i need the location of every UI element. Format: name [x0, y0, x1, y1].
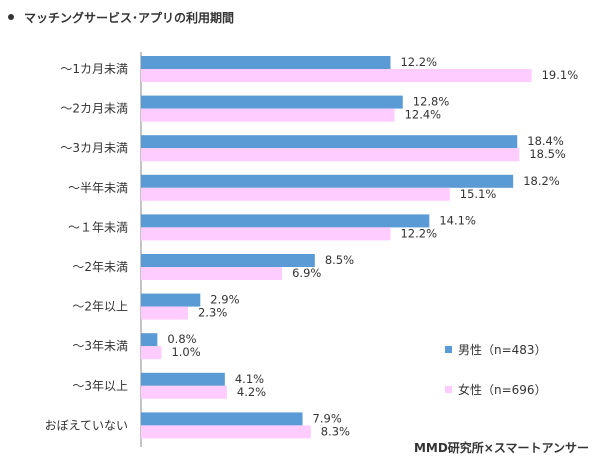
bar-female	[141, 425, 311, 439]
bar-female	[141, 108, 395, 122]
value-label-male: 4.1%	[235, 372, 264, 386]
bullet-icon	[8, 14, 14, 20]
chart-title-text: マッチングサービス･アプリの利用期間	[24, 10, 235, 25]
value-label-male: 7.9%	[313, 411, 342, 425]
chart-title: マッチングサービス･アプリの利用期間	[8, 7, 234, 27]
legend: 男性（n=483） 女性（n=696）	[445, 343, 547, 397]
value-label-male: 2.9%	[210, 293, 239, 307]
category-label: ～3年未満	[72, 339, 128, 353]
bar-male	[141, 135, 518, 149]
value-label-female: 12.2%	[400, 226, 437, 240]
bar-female	[141, 385, 227, 399]
category-label: ～1カ月未満	[60, 62, 128, 76]
bar-male	[141, 372, 225, 386]
legend-label-male: 男性（n=483）	[458, 343, 547, 357]
value-label-female: 4.2%	[237, 385, 266, 399]
value-label-male: 8.5%	[325, 253, 354, 267]
value-label-female: 8.3%	[321, 424, 350, 438]
legend-label-female: 女性（n=696）	[458, 382, 547, 397]
value-label-male: 12.8%	[413, 95, 450, 109]
legend-swatch-female	[445, 386, 452, 393]
value-label-male: 12.2%	[400, 55, 437, 69]
value-label-male: 14.1%	[439, 213, 476, 227]
category-label: ～2カ月未満	[60, 102, 128, 116]
bar-female	[141, 69, 532, 82]
category-label: ～１年未満	[68, 220, 128, 234]
value-label-female: 2.3%	[198, 306, 227, 320]
bar-female	[141, 267, 283, 280]
bar-male	[141, 56, 391, 69]
legend-swatch-male	[445, 346, 452, 353]
bar-female	[141, 148, 520, 162]
bar-male	[141, 254, 315, 267]
source-credit: MMD研究所×スマートアンサー	[414, 440, 589, 455]
value-label-female: 6.9%	[292, 266, 321, 280]
value-label-female: 18.5%	[529, 147, 566, 161]
category-label: ～3カ月未満	[60, 141, 128, 155]
value-label-male: 18.4%	[527, 134, 564, 148]
value-label-male: 0.8%	[167, 332, 196, 346]
bar-male	[141, 214, 430, 228]
bar-female	[141, 227, 391, 241]
bar-female	[141, 346, 162, 360]
category-label: おぼえていない	[45, 418, 128, 432]
value-label-female: 15.1%	[460, 187, 497, 201]
value-label-female: 12.4%	[405, 108, 442, 122]
category-label: ～2年未満	[72, 260, 128, 274]
value-label-male: 18.2%	[523, 174, 560, 188]
category-label: ～半年未満	[68, 181, 128, 195]
bar-female	[141, 187, 450, 201]
bar-male	[141, 95, 403, 109]
category-label: ～3年以上	[72, 379, 128, 393]
bar-female	[141, 306, 189, 320]
bar-male	[141, 412, 303, 426]
bar-male	[141, 293, 201, 307]
value-label-female: 1.0%	[171, 345, 200, 359]
bar-male	[141, 174, 514, 188]
value-label-female: 19.1%	[542, 68, 579, 82]
bar-male	[141, 333, 158, 347]
category-label: ～2年以上	[72, 300, 128, 314]
